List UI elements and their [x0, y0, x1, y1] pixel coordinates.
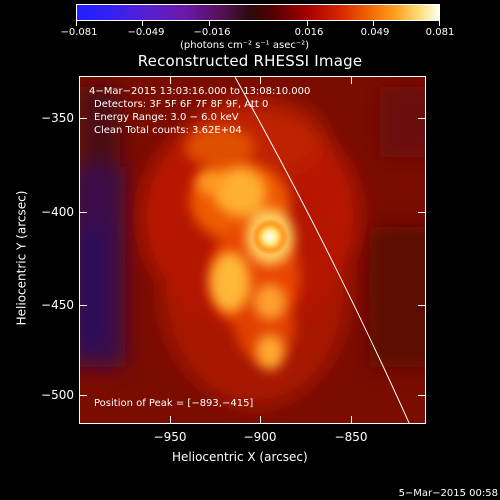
y-tick-label: −350	[41, 111, 74, 125]
colorbar-tick	[76, 21, 77, 26]
colorbar-tick-label: −0.081	[60, 27, 98, 38]
y-tick	[418, 212, 426, 213]
colorbar	[76, 4, 440, 26]
colorbar-tick	[307, 21, 308, 26]
x-tick	[260, 416, 261, 424]
colorbar-tick-label: 0.016	[294, 27, 324, 38]
detectors-text: Detectors: 3F 5F 6F 7F 8F 9F, Att 0	[94, 99, 269, 110]
limb-line	[234, 77, 410, 423]
x-tick	[260, 76, 261, 84]
y-tick	[418, 118, 426, 119]
colorbar-unit: (photons cm⁻² s⁻¹ asec⁻²)	[180, 40, 310, 51]
y-tick-label: −450	[41, 298, 74, 312]
generated-timestamp: 5−Mar−2015 00:58	[398, 488, 498, 499]
y-tick-label: −500	[41, 388, 74, 402]
energy-range-text: Energy Range: 3.0 − 6.0 keV	[94, 112, 239, 123]
x-tick	[351, 416, 352, 424]
clean-counts-text: Clean Total counts: 3.62E+04	[94, 125, 242, 136]
y-tick	[418, 395, 426, 396]
image-plot	[79, 76, 426, 424]
x-tick	[170, 416, 171, 424]
peak-position-text: Position of Peak = [−893,−415]	[94, 398, 254, 409]
colorbar-tick-label: 0.081	[425, 27, 455, 38]
y-tick	[79, 395, 87, 396]
x-axis-label: Heliocentric X (arcsec)	[172, 450, 308, 464]
y-axis-label: Heliocentric Y (arcsec)	[14, 190, 29, 326]
x-tick-label: −950	[153, 430, 187, 444]
y-tick	[79, 212, 87, 213]
y-tick	[418, 305, 426, 306]
y-tick	[79, 118, 87, 119]
colorbar-gradient	[76, 4, 440, 21]
image-title: Reconstructed RHESSI Image	[137, 52, 363, 70]
rhessi-image	[80, 77, 425, 423]
y-tick	[79, 305, 87, 306]
colorbar-tick	[209, 21, 210, 26]
colorbar-tick-label: −0.016	[193, 27, 231, 38]
x-tick	[351, 76, 352, 84]
time-range-text: 4−Mar−2015 13:03:16.000 to 13:08:10.000	[89, 86, 311, 97]
x-tick	[170, 76, 171, 84]
y-tick-label: −400	[41, 205, 74, 219]
x-tick-label: −900	[243, 430, 277, 444]
colorbar-ticks	[76, 21, 440, 27]
colorbar-tick	[439, 21, 440, 26]
colorbar-tick	[142, 21, 143, 26]
colorbar-tick-label: 0.049	[360, 27, 390, 38]
colorbar-tick	[373, 21, 374, 26]
colorbar-tick-label: −0.049	[127, 27, 165, 38]
x-tick-label: −850	[334, 430, 368, 444]
